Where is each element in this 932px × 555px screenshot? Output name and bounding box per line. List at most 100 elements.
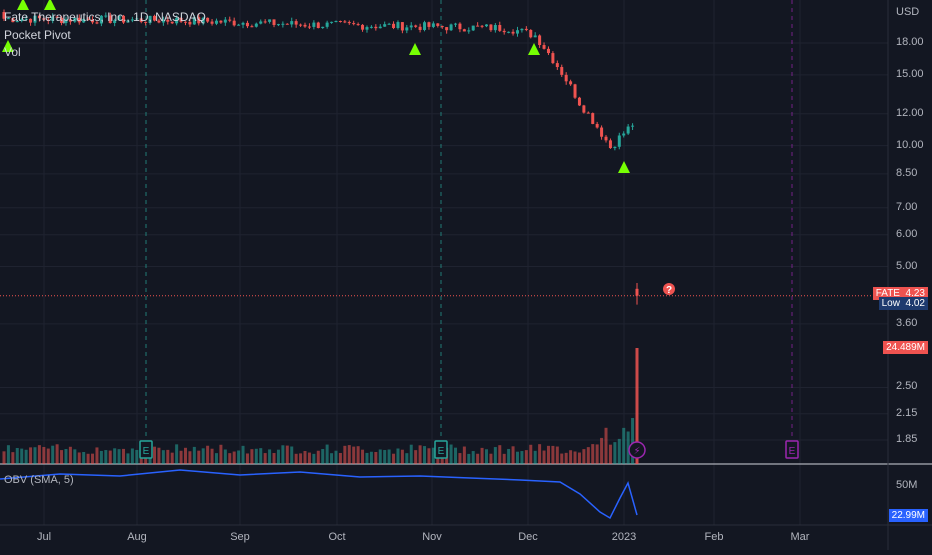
candle-body [431, 23, 435, 27]
candle-body [122, 15, 126, 23]
pocket-pivot-arrow [2, 40, 14, 52]
candle-body [135, 18, 139, 20]
candle-body [392, 23, 396, 28]
earnings-marker[interactable]: E [139, 440, 153, 459]
volume-bar [113, 448, 117, 464]
earnings-marker-box [139, 440, 153, 459]
volume-bar [524, 450, 528, 464]
last-price-value: 4.23 [905, 288, 925, 299]
candle-body [144, 21, 148, 23]
volume-bar [214, 453, 218, 464]
candle-body [631, 125, 635, 127]
volume-bar [259, 448, 263, 464]
volume-bar [161, 450, 165, 464]
candle-body [400, 22, 404, 31]
low-badge: Low 4.02 [878, 297, 928, 310]
volume-bar [122, 448, 126, 464]
volume-bar [99, 450, 103, 464]
volume-bar [263, 453, 267, 464]
price-badge: FATE 4.23 [872, 287, 928, 300]
time-tick-label: Feb [704, 531, 724, 543]
volume-bar [77, 452, 81, 464]
unknown-event-marker[interactable]: ? [663, 283, 675, 296]
candle-body [507, 31, 511, 33]
volume-bar [272, 453, 276, 464]
candle-body [237, 24, 241, 26]
volume-bar [498, 445, 502, 464]
volume-bar [312, 453, 316, 464]
candle-body [82, 18, 86, 23]
candle-body [476, 25, 480, 27]
price-tick-label: 6.00 [896, 227, 918, 240]
pocket-pivot-arrow [528, 43, 540, 55]
volume-bar [387, 449, 391, 464]
candle-body [153, 15, 157, 21]
candle-body [268, 19, 272, 22]
candle-body [613, 146, 617, 149]
candle-body [374, 26, 378, 29]
indicator-pocket-pivot[interactable]: Pocket Pivot [4, 28, 71, 42]
candle-body [166, 19, 170, 22]
candle-body [436, 23, 440, 26]
candle-body [361, 24, 365, 30]
candle-body [577, 97, 581, 106]
volume-bar [130, 448, 134, 464]
volume-bar [153, 446, 157, 464]
candle-body [126, 20, 130, 23]
candle-body [232, 20, 236, 26]
volume-bar [555, 446, 559, 464]
volume-bar [223, 449, 227, 464]
volume-bar [68, 446, 72, 464]
price-tick-label: 2.15 [896, 406, 918, 419]
chart-title: Fate Therapeutics, Inc., 1D, NASDAQ [4, 10, 206, 24]
candle-body [290, 21, 294, 25]
candle-body [55, 16, 59, 18]
price-tick-label: 5.00 [896, 259, 918, 272]
volume-bar [564, 452, 568, 464]
candle-body [303, 24, 307, 27]
candle-body [617, 135, 621, 147]
volume-bar [15, 447, 19, 464]
volume-bar [276, 449, 280, 464]
volume-bar [613, 442, 617, 464]
indicator-volume[interactable]: Vol [4, 45, 21, 59]
candle-body [73, 17, 77, 22]
candle-body [414, 25, 418, 27]
time-tick-label: Jul [36, 531, 52, 543]
volume-bar [37, 445, 41, 464]
volume-bar [183, 447, 187, 464]
candle-body [418, 26, 422, 30]
dividend-marker[interactable]: ⚡ [628, 441, 646, 459]
volume-bar [334, 450, 338, 464]
earnings-marker[interactable]: E [434, 440, 448, 459]
volume-bar [515, 451, 519, 464]
volume-bar [409, 444, 413, 464]
candles [2, 9, 639, 305]
volume-bar [591, 444, 595, 464]
volume-bar [299, 453, 303, 464]
volume-bar [454, 447, 458, 464]
candle-body [175, 17, 179, 24]
volume-bar [290, 446, 294, 464]
volume-bar [338, 452, 342, 464]
candle-body [626, 126, 630, 134]
volume-bar [546, 445, 550, 464]
candle-body [228, 19, 232, 21]
volume-bar [626, 431, 630, 464]
candle-body [241, 22, 245, 25]
candle-body [46, 19, 50, 21]
volume-bar [471, 451, 475, 464]
volume-bar [237, 450, 241, 464]
earnings-marker[interactable]: E [785, 440, 799, 459]
candle-body [276, 24, 280, 26]
candle-body [352, 23, 356, 25]
volume-bar [577, 452, 581, 464]
indicator-obv[interactable]: OBV (SMA, 5) [4, 474, 74, 486]
volume-bar [595, 444, 599, 464]
candle-body [161, 19, 165, 23]
event-markers[interactable]: E E E ⚡? [139, 283, 799, 459]
candle-body [294, 21, 298, 25]
